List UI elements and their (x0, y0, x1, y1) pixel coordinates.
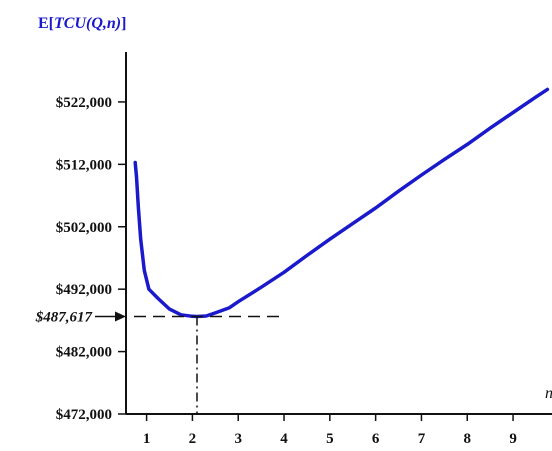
x-axis-ticks: 1 2 3 4 5 6 7 8 9 (143, 414, 517, 447)
y-tick-label-0: $472,000 (56, 407, 112, 423)
y-tick-label-1: $482,000 (56, 345, 112, 361)
y-tick-label-4: $512,000 (56, 157, 112, 173)
x-tick-label-1: 2 (189, 431, 197, 447)
x-tick-label-3: 4 (280, 431, 288, 447)
x-tick-label-5: 6 (372, 431, 380, 447)
minimum-annotation: $487,617 (35, 310, 285, 414)
min-arrow-head (115, 311, 126, 322)
y-tick-label-2: $492,000 (56, 282, 112, 298)
y-tick-label-5: $522,000 (56, 95, 112, 111)
chart-title: E[TCU(Q,n)] (38, 15, 126, 32)
min-value-label: $487,617 (35, 310, 93, 326)
x-tick-label-7: 8 (464, 431, 472, 447)
x-tick-label-4: 5 (326, 431, 334, 447)
y-tick-label-3: $502,000 (56, 220, 112, 236)
series-layer (133, 87, 550, 319)
x-axis-label: n (545, 385, 552, 402)
y-axis-ticks: $472,000 $482,000 $492,000 $502,000 $512,000… (56, 95, 126, 423)
x-tick-label-8: 9 (509, 431, 517, 447)
x-tick-label-2: 3 (234, 431, 242, 447)
x-tick-label-6: 7 (418, 431, 426, 447)
x-tick-label-0: 1 (143, 431, 151, 447)
series-line-0 (133, 87, 550, 319)
